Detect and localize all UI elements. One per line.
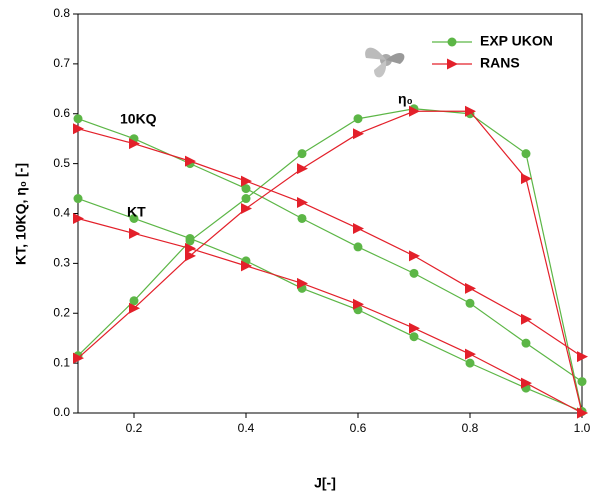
y-tick-label: 0.5	[53, 156, 70, 170]
data-point	[241, 194, 251, 204]
x-tick-label: 0.2	[126, 421, 143, 435]
legend-label: RANS	[480, 55, 520, 71]
data-point	[465, 105, 476, 117]
data-point	[297, 197, 308, 209]
data-point	[577, 377, 587, 387]
data-point	[353, 298, 364, 310]
data-point	[465, 282, 476, 294]
data-point	[185, 155, 196, 167]
data-point	[521, 313, 532, 325]
curve	[77, 110, 583, 414]
data-point	[353, 114, 363, 124]
data-point	[577, 351, 588, 363]
data-point	[521, 377, 532, 389]
data-point	[353, 222, 364, 234]
data-point	[129, 227, 140, 239]
data-point	[409, 105, 420, 117]
x-tick-label: 0.4	[238, 421, 255, 435]
data-point	[409, 268, 419, 278]
data-point	[129, 302, 140, 314]
x-tick-label: 1.0	[574, 421, 591, 435]
data-point	[73, 352, 84, 364]
data-point	[409, 322, 420, 334]
curve	[77, 118, 583, 383]
data-point	[521, 173, 532, 185]
y-tick-label: 0.2	[53, 305, 70, 319]
data-point	[241, 260, 252, 272]
x-tick-label: 0.6	[350, 421, 367, 435]
curve-label: 10KQ	[120, 111, 157, 127]
data-point	[241, 184, 251, 194]
data-point	[297, 213, 307, 223]
y-tick-label: 0.0	[53, 405, 70, 419]
data-point	[241, 203, 252, 215]
x-tick-label: 0.8	[462, 421, 479, 435]
data-point	[409, 250, 420, 262]
data-point	[241, 175, 252, 187]
legend-marker	[447, 58, 458, 70]
legend-label: EXP UKON	[480, 33, 553, 49]
data-point	[73, 123, 84, 135]
data-point	[577, 407, 588, 419]
data-point	[73, 194, 83, 204]
data-point	[297, 277, 308, 289]
data-point	[465, 348, 476, 360]
data-point	[521, 149, 531, 159]
data-point	[297, 149, 307, 159]
data-point	[465, 358, 475, 368]
curve	[77, 197, 583, 413]
y-tick-label: 0.8	[53, 6, 70, 20]
plot-frame	[77, 13, 583, 414]
curve	[77, 217, 583, 414]
data-point	[73, 114, 83, 124]
propeller-icon	[365, 47, 405, 78]
data-point	[185, 250, 196, 262]
legend-marker	[447, 37, 457, 47]
data-point	[185, 236, 195, 246]
data-point	[129, 138, 140, 150]
data-point	[465, 298, 475, 308]
data-point	[353, 128, 364, 140]
data-point	[521, 338, 531, 348]
y-tick-label: 0.4	[53, 206, 70, 220]
curve-label: η₀	[398, 91, 413, 107]
y-tick-label: 0.7	[53, 56, 70, 70]
curve	[77, 108, 583, 412]
curve-label: KT	[127, 204, 146, 220]
curve	[77, 128, 583, 358]
data-point	[73, 212, 84, 224]
data-point	[129, 213, 139, 223]
data-point	[409, 332, 419, 342]
y-tick-label: 0.3	[53, 256, 70, 270]
y-axis-label: KT, 10KQ, η₀ [-]	[13, 163, 29, 265]
data-point	[129, 296, 139, 306]
y-tick-label: 0.1	[53, 355, 70, 369]
x-axis-label: J[-]	[314, 475, 336, 491]
data-point	[185, 242, 196, 254]
y-tick-label: 0.6	[53, 106, 70, 120]
data-point	[353, 242, 363, 252]
data-point	[297, 163, 308, 175]
